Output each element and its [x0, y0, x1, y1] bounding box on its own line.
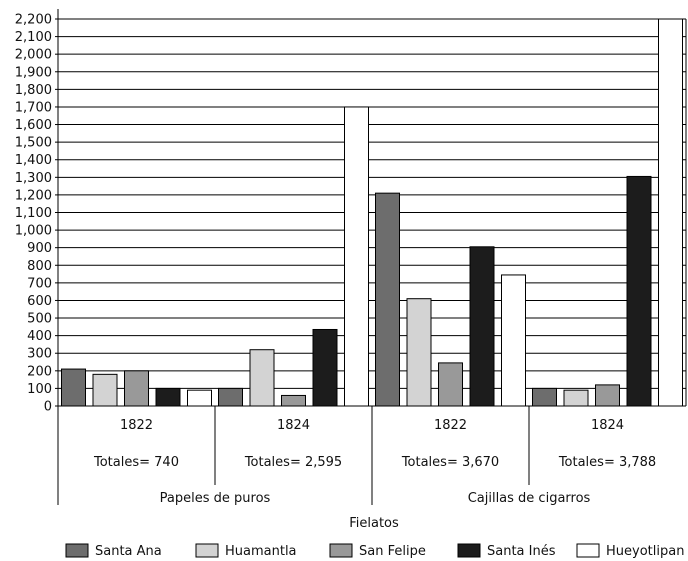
legend-swatch	[576, 543, 600, 558]
y-tick-label: 1,900	[15, 65, 52, 80]
y-axis-ticks: 0 100 200 300 400 500 600 700 800 900 1,000 1,100 1,…	[15, 13, 58, 415]
bar-hueyotlipan	[187, 389, 212, 407]
bar-hueyotlipan	[501, 274, 526, 407]
y-tick-label: 200	[27, 364, 52, 379]
bar-hueyotlipan	[658, 18, 683, 407]
bar-san-felipe	[438, 362, 463, 407]
y-tick-label: 800	[27, 259, 52, 274]
legend-item: San Felipe	[329, 543, 426, 559]
bar-huamantla	[92, 373, 118, 407]
bar-huamantla	[249, 349, 275, 407]
bar-santa-inés	[312, 328, 338, 407]
bar-santa-ana	[375, 192, 400, 407]
bar-hueyotlipan	[344, 106, 369, 407]
x-label-total: Totales= 3,788	[558, 455, 656, 470]
gridlines	[58, 18, 686, 389]
legend-swatch	[195, 543, 219, 558]
y-tick-label: 2,200	[15, 13, 52, 28]
bar-huamantla	[563, 389, 589, 407]
y-tick-label: 1,000	[15, 224, 52, 239]
bar-santa-ana	[532, 387, 557, 407]
bars	[61, 18, 683, 407]
y-tick-label: 1,800	[15, 83, 52, 98]
bar-san-felipe	[124, 370, 149, 407]
y-tick-label: 900	[27, 241, 52, 256]
x-label-total: Totales= 3,670	[401, 455, 499, 470]
legend-swatch	[65, 543, 89, 558]
y-tick-label: 1,700	[15, 100, 52, 115]
x-tick-label-year: 1822	[434, 418, 467, 433]
x-group-label: Cajillas de cigarros	[468, 491, 591, 506]
x-tick-label-year: 1822	[120, 418, 153, 433]
y-tick-label: 100	[27, 382, 52, 397]
axes	[57, 9, 687, 505]
bar-san-felipe	[595, 384, 620, 407]
y-tick-label: 1,400	[15, 153, 52, 168]
legend-label: Santa Ana	[95, 544, 162, 559]
bar-san-felipe	[281, 394, 306, 407]
bar-santa-inés	[626, 175, 652, 407]
legend-item: Santa Ana	[65, 543, 162, 559]
legend-item: Huamantla	[195, 543, 297, 559]
bar-santa-inés	[155, 387, 181, 407]
x-group-label: Papeles de puros	[160, 491, 271, 506]
x-axis-title: Fielatos	[349, 516, 399, 531]
legend-item: Hueyotlipan	[576, 543, 684, 559]
legend-swatch	[457, 543, 481, 558]
y-tick-label: 2,000	[15, 48, 52, 63]
legend: Santa Ana Huamantla San Felipe Santa Inés Hu…	[65, 543, 684, 559]
y-tick-label: 1,300	[15, 171, 52, 186]
bar-santa-ana	[61, 368, 86, 407]
legend-swatch	[329, 543, 353, 558]
x-tick-label-year: 1824	[277, 418, 310, 433]
y-tick-label: 0	[44, 400, 52, 415]
y-tick-label: 400	[27, 329, 52, 344]
y-tick-label: 1,500	[15, 136, 52, 151]
y-tick-label: 500	[27, 312, 52, 327]
x-label-total: Totales= 740	[93, 455, 179, 470]
x-axis-labels: 1822 Totales= 740 1824 Totales= 2,595 Papele…	[93, 418, 656, 506]
y-tick-label: 700	[27, 276, 52, 291]
legend-label: Santa Inés	[487, 544, 556, 559]
y-tick-label: 1,100	[15, 206, 52, 221]
legend-label: Huamantla	[225, 544, 297, 559]
y-tick-label: 300	[27, 347, 52, 362]
legend-label: San Felipe	[359, 544, 426, 559]
legend-item: Santa Inés	[457, 543, 556, 559]
bar-santa-inés	[469, 246, 495, 407]
x-label-total: Totales= 2,595	[244, 455, 342, 470]
y-tick-label: 1,200	[15, 188, 52, 203]
x-tick-label-year: 1824	[591, 418, 624, 433]
y-tick-label: 1,600	[15, 118, 52, 133]
y-tick-label: 600	[27, 294, 52, 309]
y-tick-label: 2,100	[15, 30, 52, 45]
legend-label: Hueyotlipan	[606, 544, 684, 559]
bar-santa-ana	[218, 387, 243, 407]
bar-huamantla	[406, 298, 432, 407]
